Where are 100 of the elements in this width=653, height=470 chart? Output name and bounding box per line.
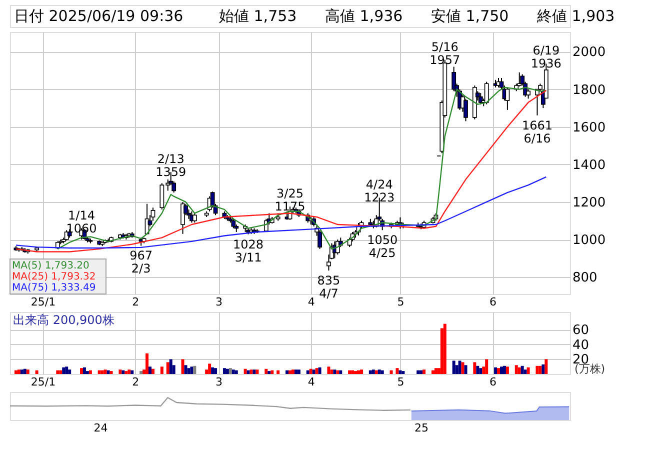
x-tick-label: 3 — [216, 376, 223, 388]
bar — [291, 370, 294, 374]
y-tick-label: 800 — [572, 270, 598, 286]
bar — [118, 370, 122, 374]
annotation: 6/19 1936 — [530, 44, 562, 71]
bar — [234, 370, 238, 374]
candlestick — [318, 230, 322, 250]
y-tick-label: 60 — [572, 323, 590, 338]
bar — [128, 370, 131, 374]
y-tick-label: 1800 — [572, 82, 606, 98]
x-tick-label: 5 — [397, 296, 404, 308]
bar — [506, 366, 509, 374]
bar — [336, 370, 340, 374]
bar — [500, 366, 503, 374]
bar — [80, 368, 83, 374]
bar — [62, 367, 66, 374]
bar — [65, 366, 68, 374]
bar — [502, 366, 506, 374]
bar — [497, 368, 500, 374]
annotation: 5/16 1957 — [430, 40, 460, 67]
bar — [35, 370, 38, 374]
x-tick-label: 25/1 — [30, 296, 56, 308]
bar — [244, 368, 247, 374]
bar — [416, 370, 420, 374]
annotation: 967 2/3 — [130, 248, 153, 276]
annotation: 3/25 1175 — [274, 186, 306, 214]
annotation: 4/24 1223 — [364, 178, 395, 205]
series-label: MA(5) 1,793.20 — [12, 260, 90, 272]
bar — [368, 370, 372, 374]
annotation: 出来高 200,900株 — [13, 313, 114, 327]
candlestick — [505, 86, 510, 110]
bar — [226, 368, 229, 374]
bar — [148, 366, 152, 374]
bar — [360, 370, 363, 374]
x-tick-label: 24 — [94, 422, 108, 434]
bar — [312, 370, 316, 374]
bar — [228, 368, 232, 374]
bar — [146, 353, 149, 374]
y-axis-title: (万株) — [574, 362, 606, 376]
y-tick-label: 1000 — [572, 233, 606, 248]
bar — [187, 368, 190, 374]
bar — [318, 367, 322, 374]
bar — [443, 324, 446, 374]
x-tick-label: 25/1 — [30, 376, 56, 388]
bar — [372, 370, 375, 374]
bar — [544, 359, 548, 374]
x-tick-label: 5 — [397, 376, 404, 388]
annotation: 1/14 1060 — [66, 208, 97, 236]
bar — [473, 362, 476, 374]
bar — [306, 370, 310, 374]
bar — [294, 370, 298, 374]
bar — [333, 370, 336, 374]
bar — [222, 368, 226, 374]
text: MA(25) 1,793.32 — [12, 272, 96, 282]
bar — [256, 370, 259, 374]
bar — [536, 366, 539, 374]
y-tick-label: 1600 — [572, 120, 606, 136]
bar — [374, 370, 378, 374]
bar — [348, 370, 352, 374]
x-tick-label: 2 — [132, 376, 140, 388]
bar — [68, 370, 72, 374]
bar — [378, 370, 381, 374]
bar — [339, 370, 342, 374]
bar — [86, 371, 89, 374]
bar — [181, 359, 184, 374]
text: 始値 1,753 — [219, 7, 297, 25]
bar — [98, 370, 101, 374]
bar — [140, 371, 143, 374]
bar — [458, 360, 462, 374]
x-tick-label: 6 — [490, 376, 497, 388]
bar — [524, 370, 527, 374]
text: MA(75) 1,333.49 — [12, 282, 96, 294]
bar — [398, 370, 402, 374]
bar — [20, 370, 24, 374]
bar — [160, 366, 164, 374]
bar — [106, 370, 110, 374]
bar — [250, 370, 253, 374]
bar — [538, 366, 542, 374]
y-tick-label: 2000 — [572, 45, 606, 60]
bar — [452, 360, 456, 374]
bar — [485, 359, 488, 374]
bar — [479, 368, 482, 374]
x-tick-label: 4 — [308, 376, 315, 388]
bar — [82, 367, 86, 374]
bar — [526, 367, 530, 374]
y-tick-label: 1400 — [572, 158, 606, 173]
bar — [130, 370, 134, 374]
text: 終値 1,903 — [536, 7, 615, 25]
bar — [420, 370, 423, 374]
bar — [17, 370, 20, 374]
bar — [268, 371, 271, 374]
bar — [26, 370, 30, 374]
bar — [270, 370, 274, 374]
bar — [151, 368, 154, 374]
bar — [193, 366, 196, 374]
bar — [476, 366, 480, 374]
bar — [288, 370, 292, 374]
bar — [327, 366, 330, 374]
candlestick — [231, 218, 236, 229]
bar — [232, 370, 235, 374]
